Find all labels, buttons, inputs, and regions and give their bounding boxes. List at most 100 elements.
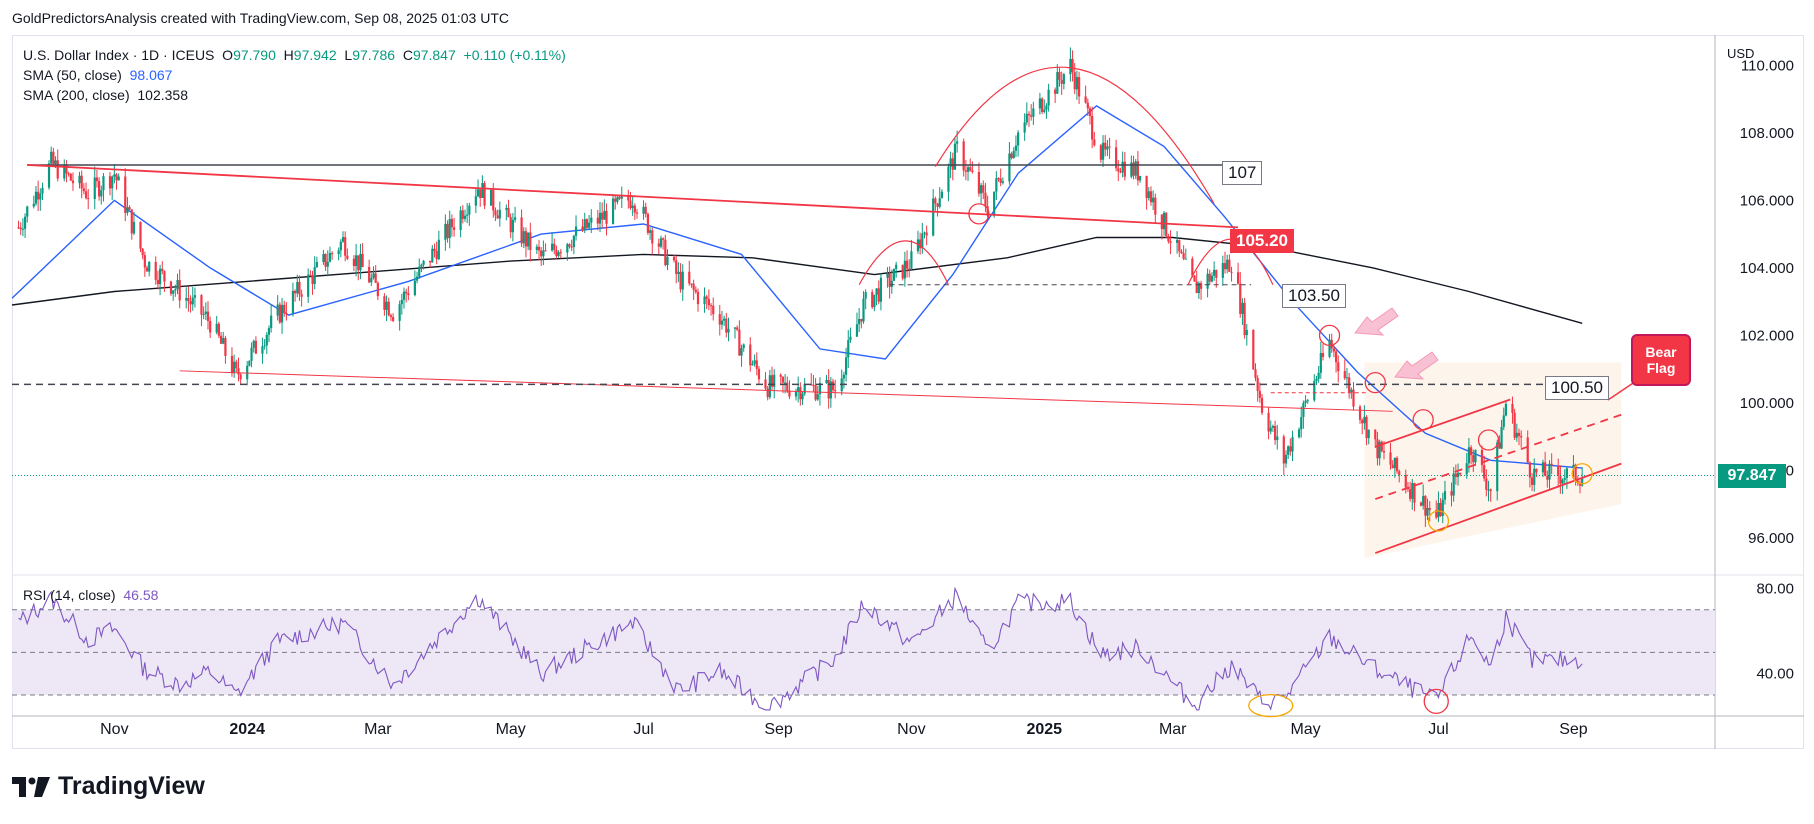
candle-body-up bbox=[1269, 427, 1272, 432]
candle-body-up bbox=[1226, 259, 1229, 270]
candle-body-down bbox=[781, 376, 785, 383]
candle-body-down bbox=[309, 274, 312, 276]
candle-body-down bbox=[982, 185, 985, 193]
candle-body-up bbox=[339, 241, 342, 251]
candle-body-down bbox=[1528, 462, 1531, 478]
candle-body-up bbox=[864, 292, 867, 299]
candle-body-down bbox=[936, 203, 939, 207]
candle-body-down bbox=[479, 189, 482, 198]
time-tick-label: Sep bbox=[1559, 721, 1588, 738]
flag-upper-line bbox=[1374, 398, 1511, 448]
candle-body-up bbox=[574, 226, 578, 236]
price-tick-label: 96.000 bbox=[1748, 530, 1794, 547]
rsi-legend-value: 46.58 bbox=[123, 587, 159, 603]
candle-body-up bbox=[420, 264, 423, 267]
candle-body-down bbox=[705, 296, 708, 299]
candle-body-down bbox=[224, 338, 227, 356]
candle-body-up bbox=[315, 261, 318, 268]
candle-body-up bbox=[1069, 58, 1072, 75]
candle-body-down bbox=[1498, 442, 1501, 449]
candle-body-up bbox=[1393, 457, 1396, 469]
candle-body-up bbox=[1147, 191, 1150, 199]
time-tick-label: 2024 bbox=[229, 721, 265, 738]
rsi-legend-label: RSI (14, close) bbox=[23, 587, 116, 603]
candle-body-up bbox=[916, 239, 920, 252]
candle-body-down bbox=[692, 283, 695, 290]
candle-body-down bbox=[283, 304, 286, 313]
candle-body-down bbox=[1160, 214, 1163, 230]
candle-body-up bbox=[263, 345, 266, 347]
candle-body-down bbox=[433, 248, 436, 251]
candle-body-up bbox=[78, 175, 81, 184]
candle-body-up bbox=[437, 239, 440, 260]
candle-body-up bbox=[1541, 462, 1545, 473]
candle-body-up bbox=[932, 198, 935, 236]
current-price-badge: 97.847 bbox=[1718, 464, 1786, 488]
price-tick-label: 110.000 bbox=[1741, 57, 1794, 74]
candle-body-down bbox=[1321, 353, 1325, 357]
candle-body-up bbox=[1175, 239, 1179, 243]
candle-body-down bbox=[200, 295, 203, 315]
legend-close: 97.847 bbox=[412, 47, 456, 63]
candle-body-down bbox=[361, 253, 364, 267]
candle-body-down bbox=[95, 177, 99, 182]
candle-body-up bbox=[328, 253, 332, 262]
candle-body-down bbox=[1149, 191, 1153, 203]
candle-body-down bbox=[374, 273, 377, 283]
candle-body-up bbox=[1411, 483, 1414, 499]
legend-symbol[interactable]: U.S. Dollar Index · 1D · ICEUS bbox=[23, 47, 215, 63]
candle-body-down bbox=[1208, 273, 1211, 282]
candle-body-up bbox=[849, 336, 852, 341]
candle-body-up bbox=[1565, 468, 1569, 478]
candle-body-up bbox=[511, 219, 514, 233]
candle-body-down bbox=[736, 327, 739, 330]
rsi-oversold-circle bbox=[1423, 688, 1449, 715]
legend-sma200-row[interactable]: SMA (200, close) 102.358 bbox=[23, 85, 566, 105]
candle-body-down bbox=[108, 176, 112, 189]
candle-body-down bbox=[324, 253, 327, 267]
candle-body-up bbox=[1317, 372, 1320, 379]
candle-body-up bbox=[1315, 378, 1318, 381]
candle-body-down bbox=[19, 227, 22, 230]
candle-body-up bbox=[753, 360, 756, 364]
candle-body-down bbox=[178, 280, 181, 301]
candle-body-down bbox=[934, 198, 937, 204]
candle-body-up bbox=[1474, 449, 1477, 463]
candle-body-down bbox=[163, 271, 166, 282]
legend-sma50-row[interactable]: SMA (50, close) 98.067 bbox=[23, 65, 566, 85]
candle-body-down bbox=[1352, 389, 1355, 407]
candle-body-up bbox=[862, 298, 865, 322]
candle-body-up bbox=[1001, 181, 1004, 183]
flag-mid-line bbox=[1374, 413, 1622, 500]
candle-body-down bbox=[860, 318, 863, 322]
legend-open-label: O bbox=[222, 47, 234, 63]
candle-body-down bbox=[1040, 98, 1044, 112]
tradingview-logo[interactable]: TradingView bbox=[12, 772, 205, 801]
candle-body-up bbox=[276, 304, 279, 316]
candle-body-up bbox=[703, 296, 706, 305]
rsi-legend[interactable]: RSI (14, close) 46.58 bbox=[23, 587, 158, 603]
candle-body-up bbox=[47, 163, 51, 188]
candle-body-down bbox=[124, 176, 127, 213]
bear-flag-line1: Bear bbox=[1645, 344, 1677, 360]
candle-body-up bbox=[326, 261, 329, 267]
candle-body-down bbox=[696, 291, 700, 305]
candle-body-up bbox=[372, 273, 375, 278]
currency-label[interactable]: USD bbox=[1727, 46, 1755, 61]
candle-body-down bbox=[555, 249, 558, 256]
candle-body-down bbox=[331, 253, 334, 255]
candle-body-up bbox=[422, 260, 425, 265]
price-tick-label: 104.000 bbox=[1740, 260, 1794, 277]
candle-body-up bbox=[527, 232, 530, 247]
candle-body-down bbox=[1182, 253, 1185, 259]
candle-body-down bbox=[757, 368, 761, 380]
candle-body-down bbox=[1330, 339, 1333, 349]
candle-body-up bbox=[1032, 108, 1035, 117]
candle-body-down bbox=[707, 298, 710, 306]
candle-body-up bbox=[204, 311, 207, 315]
candle-body-up bbox=[1056, 72, 1059, 94]
candle-body-down bbox=[1258, 390, 1261, 398]
candle-body-up bbox=[1276, 436, 1279, 441]
candle-body-up bbox=[370, 277, 373, 283]
